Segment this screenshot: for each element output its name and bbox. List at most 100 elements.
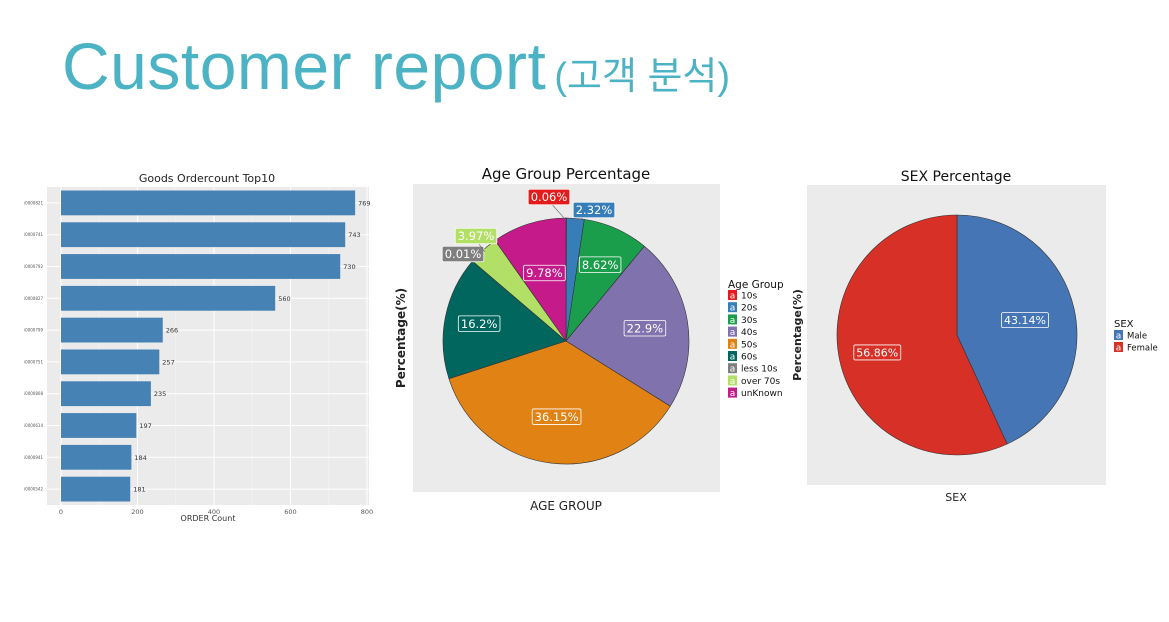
bar-value-label: 181 (133, 486, 145, 494)
legend-key-glyph: a (730, 304, 736, 314)
slice-label-box (1001, 312, 1049, 329)
bar-value-label: 184 (134, 454, 146, 462)
legend-key-glyph: a (730, 292, 736, 302)
bar-category-label: i0000821 (24, 200, 43, 205)
page-title-sub: (고객 분석) (554, 56, 731, 98)
page-title: Customer report (고객 분석) (62, 28, 730, 104)
bar-value-label: 743 (348, 231, 360, 239)
bar-i0000821 (61, 190, 356, 216)
bar-x-tick-label: 800 (361, 508, 373, 516)
page-title-main: Customer report (62, 29, 547, 103)
slice-label-less-10s: 0.01% (445, 247, 482, 261)
legend-key-less-10s (728, 363, 737, 374)
bar-chart-x-axis-label: ORDER Count (181, 514, 236, 523)
sex-legend-title: SEX (1114, 319, 1134, 330)
age-chart-y-axis-label: Percentage(%) (394, 288, 408, 388)
bar-x-tick-label: 200 (131, 508, 143, 516)
bar-category-label: i0000741 (24, 232, 43, 237)
slice-label-60s: 16.2% (461, 317, 498, 331)
goods-ordercount-bar-chart: Goods Ordercount Top10 769 743 730 560 266 25… (24, 172, 373, 523)
legend-key-glyph: a (730, 389, 736, 399)
legend-key-over-70s (728, 375, 737, 386)
bar-value-label: 730 (343, 263, 355, 271)
slice-label-box (578, 256, 622, 273)
bar-i0000941 (61, 444, 132, 470)
sex-chart-title: SEX Percentage (901, 169, 1012, 185)
bar-x-tick-label: 400 (208, 508, 220, 516)
legend-label-Female: Female (1127, 344, 1158, 354)
slice-label-box (523, 264, 566, 282)
bar-i0000751 (61, 349, 160, 375)
bar-value-label: 769 (358, 199, 370, 207)
legend-key-30s (728, 314, 737, 325)
legend-key-unKnown (728, 387, 737, 398)
age-group-pie-chart: Age Group Percentage 0.06% 2.32% 8.62% 22.9… (394, 165, 784, 513)
slice-label-unKnown: 9.78% (526, 266, 563, 280)
slice-50s (448, 340, 671, 465)
legend-label-60s: 60s (741, 353, 757, 363)
legend-label-less-10s: less 10s (741, 365, 778, 375)
bar-chart-title: Goods Ordercount Top10 (139, 172, 275, 185)
legend-key-glyph: a (730, 328, 736, 338)
legend-key-60s (728, 351, 737, 361)
age-chart-title: Age Group Percentage (482, 165, 651, 183)
bar-category-label: i0000751 (24, 359, 43, 364)
legend-key-40s (728, 326, 737, 337)
legend-label-50s: 50s (741, 340, 757, 350)
legend-label-40s: 40s (741, 328, 757, 338)
legend-key-Female (1114, 342, 1123, 352)
slice-label-50s: 36.15% (535, 410, 579, 424)
slice-label-box (441, 245, 485, 263)
sex-chart-y-axis-label: Percentage(%) (791, 289, 804, 381)
slice-label-box (853, 344, 902, 361)
slice-label-box (457, 315, 501, 332)
slice-label-10s: 0.06% (531, 190, 568, 204)
sex-chart-data-labels: 43.14% 56.86% (853, 312, 1049, 361)
slice-label-Female: 56.86% (856, 346, 898, 359)
bar-value-label: 235 (154, 390, 166, 398)
bar-category-label: i0000941 (24, 455, 43, 460)
bar-value-label: 197 (139, 422, 151, 430)
legend-key-50s (728, 338, 737, 349)
slice-label-30s: 8.62% (582, 258, 619, 272)
bar-category-label: i0000808 (24, 391, 43, 396)
bar-chart-x-tick-labels: 0 200 400 600 800 (59, 508, 373, 516)
legend-label-over-70s: over 70s (741, 377, 780, 387)
legend-label-20s: 20s (741, 304, 757, 314)
legend-key-glyph: a (730, 377, 736, 387)
legend-key-glyph: a (730, 316, 736, 326)
bar-i0000808 (61, 381, 151, 407)
bar-chart-bars: 769 743 730 560 266 257 235 197 184 181 (61, 190, 371, 502)
age-legend-title: Age Group (728, 279, 784, 291)
legend-label-30s: 30s (741, 316, 757, 326)
bar-value-label: 560 (278, 295, 290, 303)
bar-value-label: 266 (166, 327, 178, 335)
bar-x-tick-label: 0 (59, 508, 63, 516)
slice-Female (836, 214, 1008, 456)
slice-label-box (623, 320, 667, 337)
legend-key-glyph: a (1116, 344, 1122, 354)
sex-chart-slices (836, 214, 1078, 456)
bar-i0000827 (61, 285, 276, 311)
legend-key-10s (728, 290, 737, 300)
slice-label-Male: 43.14% (1004, 314, 1046, 327)
slice-label-box (572, 201, 616, 219)
bar-chart-category-labels: i0000821 i0000741 i0000792 i0000827 i0000799… (24, 200, 43, 491)
slice-label-box (527, 188, 571, 206)
slice-label-40s: 22.9% (627, 321, 664, 335)
bar-x-tick-label: 600 (284, 508, 296, 516)
bar-category-label: i0000614 (24, 423, 43, 428)
sex-pie-chart: SEX Percentage 43.14% 56.86% Percentage(%… (791, 169, 1158, 504)
slice-60s (442, 260, 567, 380)
age-chart-legend: a 10s a 20s a 30s a 40s a 50s a 60s a less 10s a over 7… (728, 290, 783, 399)
legend-key-glyph: a (1116, 332, 1122, 342)
legend-label-10s: 10s (741, 292, 757, 302)
bar-i0000614 (61, 413, 137, 438)
bar-i0000792 (61, 254, 341, 279)
bar-i0000542 (61, 476, 131, 502)
legend-key-glyph: a (730, 365, 736, 375)
bar-value-label: 257 (162, 358, 174, 366)
bar-category-label: i0000827 (24, 296, 43, 301)
slice-label-20s: 2.32% (576, 203, 613, 217)
